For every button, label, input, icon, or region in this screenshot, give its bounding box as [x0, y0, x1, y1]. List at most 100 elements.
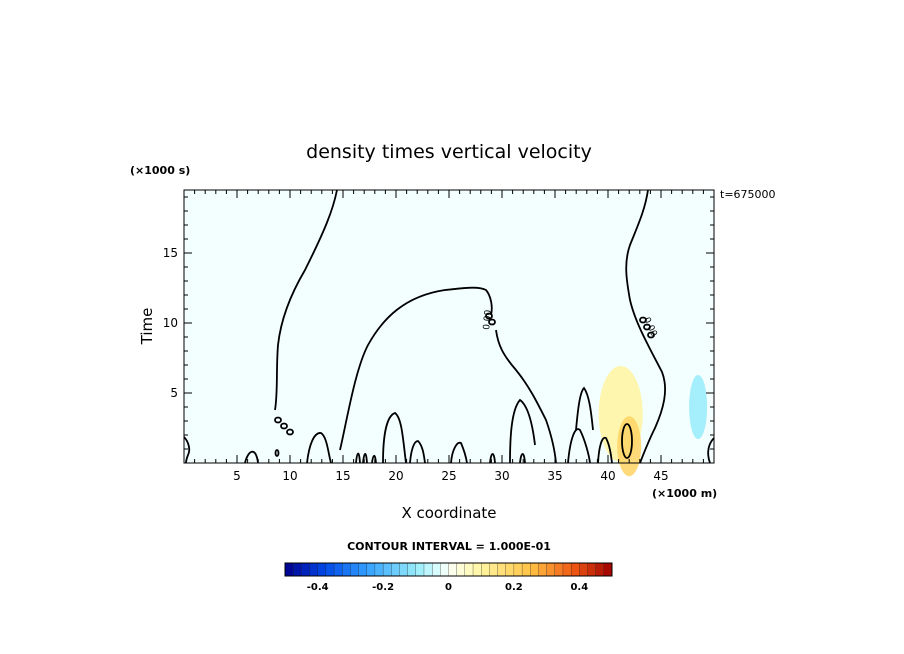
colorbar-swatch: [603, 562, 613, 577]
contour-lobe-2: [306, 432, 332, 464]
contour-interval-label: CONTOUR INTERVAL = 1.000E-01: [347, 540, 551, 553]
colorbar-swatch: [309, 562, 319, 577]
colorbar-swatch: [464, 562, 474, 577]
contour-lobe-3: [382, 412, 407, 464]
colorbar-frame: [284, 562, 613, 577]
colorbar-swatch: [325, 562, 335, 577]
contour-right-plume: [625, 189, 666, 464]
contour-left-edge: [183, 436, 191, 464]
contour-blob-7: [639, 316, 647, 324]
colorbar-tick-label: -0.2: [372, 582, 394, 593]
colorbar-swatch: [342, 562, 351, 577]
colorbar-tick-label: 0: [445, 582, 452, 593]
colorbar-swatch: [579, 562, 588, 577]
y-unit-label: (×1000 s): [130, 164, 190, 177]
colorbar-swatch: [481, 562, 490, 577]
contour-blob-6: [488, 318, 496, 326]
contour-label-1: 0.00: [482, 309, 494, 330]
colorbar-swatch: [440, 562, 449, 577]
contour-blob-8: [643, 323, 651, 331]
contour-positive-core: [621, 423, 633, 459]
colorbar-swatch: [391, 562, 400, 577]
colorbar-swatch: [472, 562, 482, 577]
x-axis-label: X coordinate: [401, 504, 496, 522]
colorbar-swatch: [448, 562, 458, 577]
y-tick-label: 5: [170, 386, 178, 400]
colorbar-swatch: [358, 562, 368, 577]
colorbar-swatch: [538, 562, 548, 577]
contour-lobe-10: [355, 452, 361, 464]
contour-lobe-11: [362, 453, 368, 464]
colorbar-swatch: [284, 562, 294, 577]
contour-right-descend: [495, 329, 557, 464]
colorbar-swatch: [562, 562, 572, 577]
x-unit-label: (×1000 m): [652, 487, 717, 500]
contour-lobe-4: [409, 440, 426, 464]
contour-lobe-8: [575, 386, 594, 431]
x-tick-label: 45: [653, 469, 668, 483]
colorbar-swatch: [595, 562, 605, 577]
y-axis-label: Time: [138, 308, 156, 346]
chart-title: density times vertical velocity: [306, 141, 592, 163]
colorbar-swatch: [521, 562, 531, 577]
contour-blob-3: [286, 428, 294, 436]
contour-right-edge: [707, 437, 715, 464]
colorbar-labels: -0.4 -0.2 0 0.2 0.4: [307, 582, 588, 593]
field-negative-2: [689, 375, 708, 439]
colorbar-tick-label: -0.4: [307, 582, 329, 593]
y-tick-label: 10: [163, 316, 178, 330]
contour-left: [274, 189, 338, 411]
contour-blob-2: [280, 422, 288, 430]
contour-blob-1: [274, 416, 282, 424]
colorbar-swatch: [530, 562, 539, 577]
contour-lobe-9: [597, 436, 613, 464]
x-tick-label: 15: [335, 469, 350, 483]
colorbar-swatch: [301, 562, 310, 577]
contour-dome: [339, 286, 493, 451]
colorbar-swatch: [382, 562, 392, 577]
x-tick-label: 30: [494, 469, 509, 483]
zero-contours: [183, 189, 715, 464]
contour-lobe-1: [244, 450, 259, 464]
colorbar-swatch: [317, 562, 327, 577]
contour-lobe-6: [509, 398, 536, 464]
colorbar-swatch: [431, 562, 441, 577]
y-tick-label: 15: [163, 246, 178, 260]
colorbar-swatch: [374, 562, 384, 577]
timestamp-label: t=675000: [720, 188, 776, 201]
colorbar-swatch: [415, 562, 425, 577]
contour-blob-4: [274, 449, 280, 457]
colorbar-swatch: [570, 562, 580, 577]
colorbar-swatch: [407, 562, 417, 577]
colorbar-swatch: [513, 562, 523, 577]
x-tick-label: 20: [388, 469, 403, 483]
contour-blob-9: [647, 331, 655, 339]
tick-labels: 5 10 15 20 25 30 35 40 45 5 10 15: [163, 246, 669, 483]
colorbar-swatch: [350, 562, 360, 577]
colorbar-swatch: [423, 562, 433, 577]
colorbar-swatch: [366, 562, 376, 577]
contour-lobe-13: [489, 453, 496, 464]
contour-blob-5: [485, 312, 493, 320]
colorbar: [284, 562, 613, 577]
x-tick-label: 5: [233, 469, 241, 483]
colorbar-swatch: [489, 562, 499, 577]
x-tick-label: 35: [547, 469, 562, 483]
colorbar-tick-label: 0.2: [505, 582, 523, 593]
contour-lobe-12: [371, 454, 377, 464]
x-tick-label: 10: [282, 469, 297, 483]
colorbar-swatch: [587, 562, 597, 577]
colorbar-swatch: [554, 562, 564, 577]
colorbar-swatch: [505, 562, 515, 577]
contour-lobe-5: [450, 441, 468, 464]
contour-lobe-14: [519, 453, 526, 464]
x-tick-label: 25: [441, 469, 456, 483]
contour-lobe-7: [567, 428, 591, 464]
colorbar-swatch: [293, 562, 302, 577]
colorbar-swatch: [497, 562, 507, 577]
colorbar-tick-label: 0.4: [570, 582, 588, 593]
x-tick-label: 40: [600, 469, 615, 483]
colorbar-swatch: [333, 562, 343, 577]
colorbar-swatch: [546, 562, 556, 577]
